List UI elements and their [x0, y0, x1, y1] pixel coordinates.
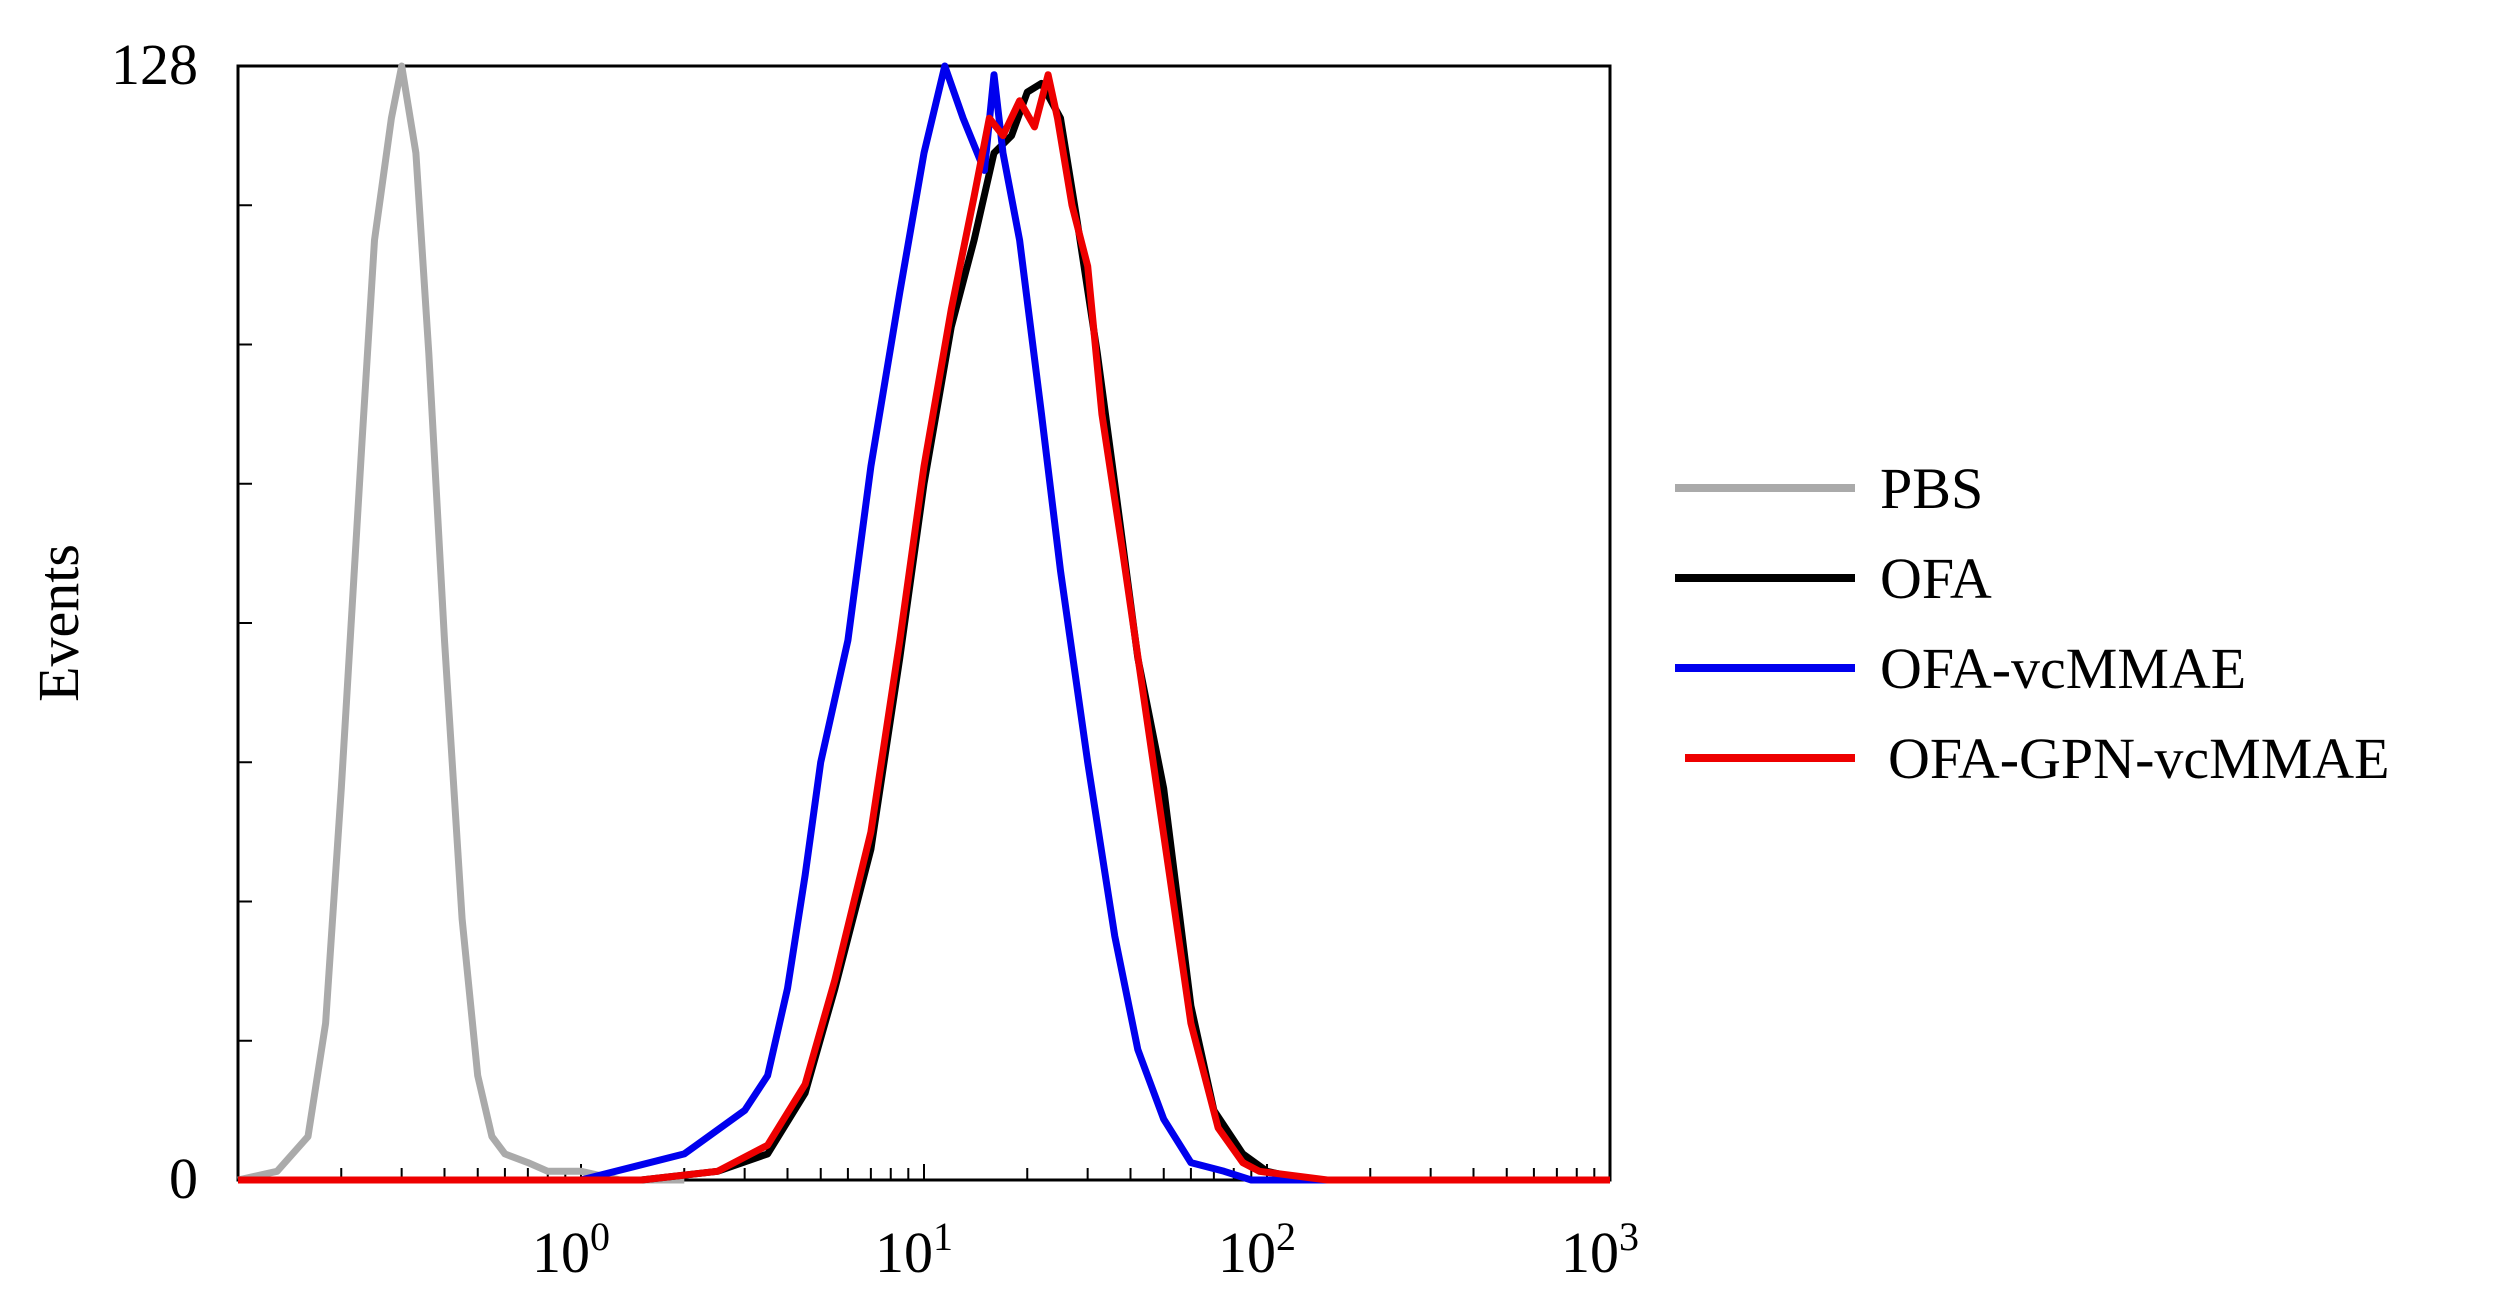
legend: PBS OFA OFA-vcMMAE OFA-GPN-vcMMAE	[1675, 456, 2390, 791]
legend-label: PBS	[1880, 456, 1983, 521]
series-lines	[237, 62, 1610, 1184]
x-tick-label: 102	[1218, 1214, 1296, 1285]
y-tick-label: 0	[169, 1146, 198, 1211]
y-axis-ticks	[238, 65, 252, 1181]
legend-label: OFA-vcMMAE	[1880, 636, 2246, 701]
series-line-ofa-gpn-vcmmae	[238, 71, 1610, 1184]
x-tick-label: 100	[532, 1214, 610, 1285]
legend-label: OFA	[1880, 546, 1992, 611]
x-tick-label: 101	[875, 1214, 953, 1285]
y-axis-tick-labels: 0 128	[111, 32, 198, 1211]
y-axis-label: Events	[26, 544, 91, 702]
series-line-pbs	[237, 62, 685, 1184]
x-tick-label: 103	[1561, 1214, 1639, 1285]
y-tick-label: 128	[111, 32, 198, 97]
x-axis-tick-labels: 100 101 102 103	[532, 1214, 1639, 1285]
series-line-ofa-vcmmae	[238, 62, 1610, 1184]
legend-label: OFA-GPN-vcMMAE	[1888, 726, 2390, 791]
